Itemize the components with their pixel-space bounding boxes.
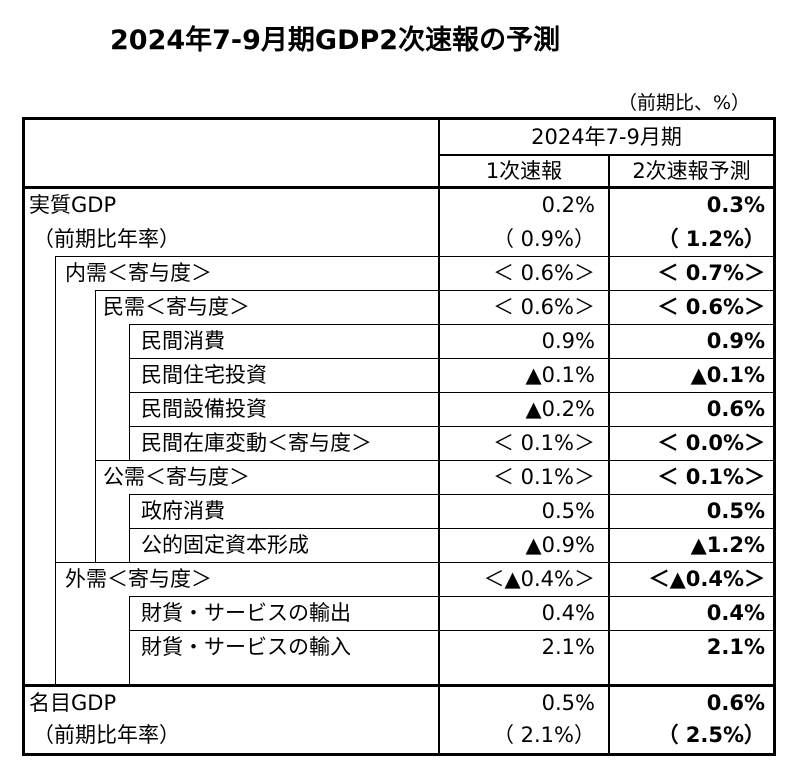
value-first-estimate: ▲0.1% [525, 363, 595, 387]
value-second-forecast: 0.9% [706, 329, 765, 353]
row-label-imports: 財貨・サービスの輸入 [141, 635, 351, 659]
value-first-estimate: ＜ 0.1%＞ [492, 431, 595, 455]
row-divider [129, 358, 773, 359]
row-divider [55, 256, 773, 257]
value-second-forecast: ＜ 0.6%＞ [657, 295, 765, 319]
header-divider-period [438, 154, 773, 156]
value-second-forecast: ＜ 0.7%＞ [657, 261, 765, 285]
indent-line-level2 [95, 290, 96, 562]
value-second-forecast: ＜ 0.0%＞ [657, 431, 765, 455]
value-first-estimate: ＜▲0.4%＞ [483, 567, 595, 591]
value-first-estimate: 0.9% [541, 329, 595, 353]
indent-line-level3 [129, 596, 130, 684]
row-label-public-demand: 公需＜寄与度＞ [103, 465, 250, 489]
unit-note: （前期比、%） [618, 92, 751, 114]
row-label-nominal-annualized: （前期比年率） [33, 723, 180, 747]
value-first-estimate: 0.5% [541, 691, 595, 715]
row-divider [129, 392, 773, 393]
row-divider [129, 494, 773, 495]
row-divider [129, 528, 773, 529]
col-divider-2 [608, 154, 610, 753]
value-second-forecast: 0.6% [706, 691, 765, 715]
value-second-forecast: 0.6% [706, 397, 765, 421]
value-second-forecast: ＜▲0.4%＞ [648, 567, 765, 591]
value-first-estimate: ▲0.2% [525, 397, 595, 421]
value-first-estimate: （ 0.9%） [492, 227, 595, 251]
header-col2: 2次速報予測 [632, 159, 751, 183]
header-col1: 1次速報 [485, 159, 563, 183]
col-divider-1 [438, 120, 440, 753]
value-second-forecast: 0.5% [706, 499, 765, 523]
value-second-forecast: （ 1.2%） [657, 227, 765, 251]
row-divider [55, 562, 773, 563]
row-label-external-demand: 外需＜寄与度＞ [65, 567, 212, 591]
row-divider [129, 324, 773, 325]
row-label-private-demand: 民需＜寄与度＞ [103, 295, 250, 319]
value-second-forecast: （ 2.5%） [657, 723, 765, 747]
value-first-estimate: （ 2.1%） [492, 723, 595, 747]
row-label-private-housing: 民間住宅投資 [141, 363, 267, 387]
row-label-nominal-gdp: 名目GDP [29, 691, 117, 715]
row-label-private-inventory: 民間在庫変動＜寄与度＞ [141, 431, 372, 455]
row-divider [95, 460, 773, 461]
row-label-government-consumption: 政府消費 [141, 499, 225, 523]
row-divider [95, 290, 773, 291]
value-first-estimate: ＜ 0.6%＞ [492, 261, 595, 285]
section-divider-nominal [25, 684, 773, 687]
value-first-estimate: ＜ 0.1%＞ [492, 465, 595, 489]
value-second-forecast: ▲0.1% [690, 363, 765, 387]
value-first-estimate: ▲0.9% [525, 533, 595, 557]
row-label-domestic-demand: 内需＜寄与度＞ [65, 261, 212, 285]
value-first-estimate: 0.2% [541, 193, 595, 217]
row-divider [129, 630, 773, 631]
value-second-forecast: ▲1.2% [690, 533, 765, 557]
row-label-exports: 財貨・サービスの輸出 [141, 601, 351, 625]
gdp-forecast-table: 2024年7-9月期 1次速報 2次速報予測 実質GDP （前期比年率） 内需＜… [22, 117, 776, 756]
indent-line-level1 [55, 256, 56, 684]
row-label-public-investment: 公的固定資本形成 [141, 533, 309, 557]
row-label-private-consumption: 民間消費 [141, 329, 225, 353]
indent-line-level3 [129, 494, 130, 562]
row-divider [129, 596, 773, 597]
row-divider [129, 426, 773, 427]
value-second-forecast: 2.1% [706, 635, 765, 659]
row-label-private-capex: 民間設備投資 [141, 397, 267, 421]
value-second-forecast: 0.3% [706, 193, 765, 217]
value-second-forecast: 0.4% [706, 601, 765, 625]
indent-line-level3 [129, 324, 130, 460]
value-first-estimate: 0.5% [541, 499, 595, 523]
value-first-estimate: 2.1% [541, 635, 595, 659]
page-title: 2024年7-9月期GDP2次速報の予測 [110, 25, 561, 56]
header-divider-main [25, 186, 773, 189]
value-second-forecast: ＜ 0.1%＞ [657, 465, 765, 489]
value-first-estimate: 0.4% [541, 601, 595, 625]
row-label-real-gdp: 実質GDP [29, 193, 117, 217]
value-first-estimate: ＜ 0.6%＞ [492, 295, 595, 319]
row-label-real-annualized: （前期比年率） [33, 227, 180, 251]
header-period: 2024年7-9月期 [531, 125, 682, 149]
